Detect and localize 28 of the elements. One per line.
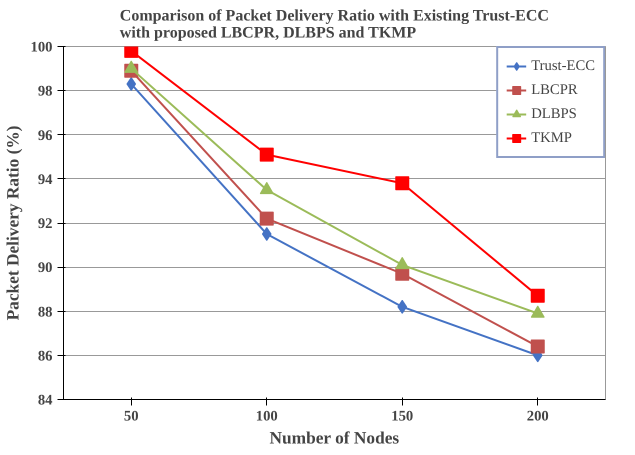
point bbox=[397, 300, 408, 314]
y-tick-label: 84 bbox=[38, 392, 54, 408]
point bbox=[530, 288, 545, 303]
legend-label: DLBPS bbox=[531, 106, 577, 122]
legend-label: TKMP bbox=[531, 130, 572, 146]
y-tick-label: 94 bbox=[38, 172, 54, 188]
y-tick-label: 88 bbox=[38, 304, 52, 320]
x-tick-label: 150 bbox=[391, 408, 414, 424]
y-axis-title: Packet Delivery Ratio (%) bbox=[4, 125, 23, 320]
x-tick-label: 100 bbox=[256, 408, 278, 424]
point bbox=[260, 148, 274, 162]
y-tick-label: 96 bbox=[38, 128, 52, 144]
point bbox=[260, 212, 274, 226]
point bbox=[530, 340, 545, 354]
point bbox=[126, 77, 136, 92]
point bbox=[262, 227, 272, 242]
point bbox=[395, 176, 410, 190]
y-tick-label: 100 bbox=[30, 40, 52, 56]
x-axis-title: Number of Nodes bbox=[270, 428, 400, 448]
legend-label: Trust-ECC bbox=[531, 58, 595, 74]
y-tick-label: 90 bbox=[38, 260, 52, 276]
chart-title: Comparison of Packet Delivery Ratio with Existing Trust-ECC with proposed LBCPR, DLBPS and TKMP bbox=[120, 8, 549, 42]
y-tick-label: 86 bbox=[38, 348, 52, 364]
legend-label: LBCPR bbox=[531, 82, 578, 98]
x-tick-label: 50 bbox=[124, 408, 139, 424]
y-tick-label: 92 bbox=[38, 216, 52, 232]
x-tick-label: 200 bbox=[526, 408, 549, 424]
y-tick-label: 98 bbox=[38, 84, 52, 100]
